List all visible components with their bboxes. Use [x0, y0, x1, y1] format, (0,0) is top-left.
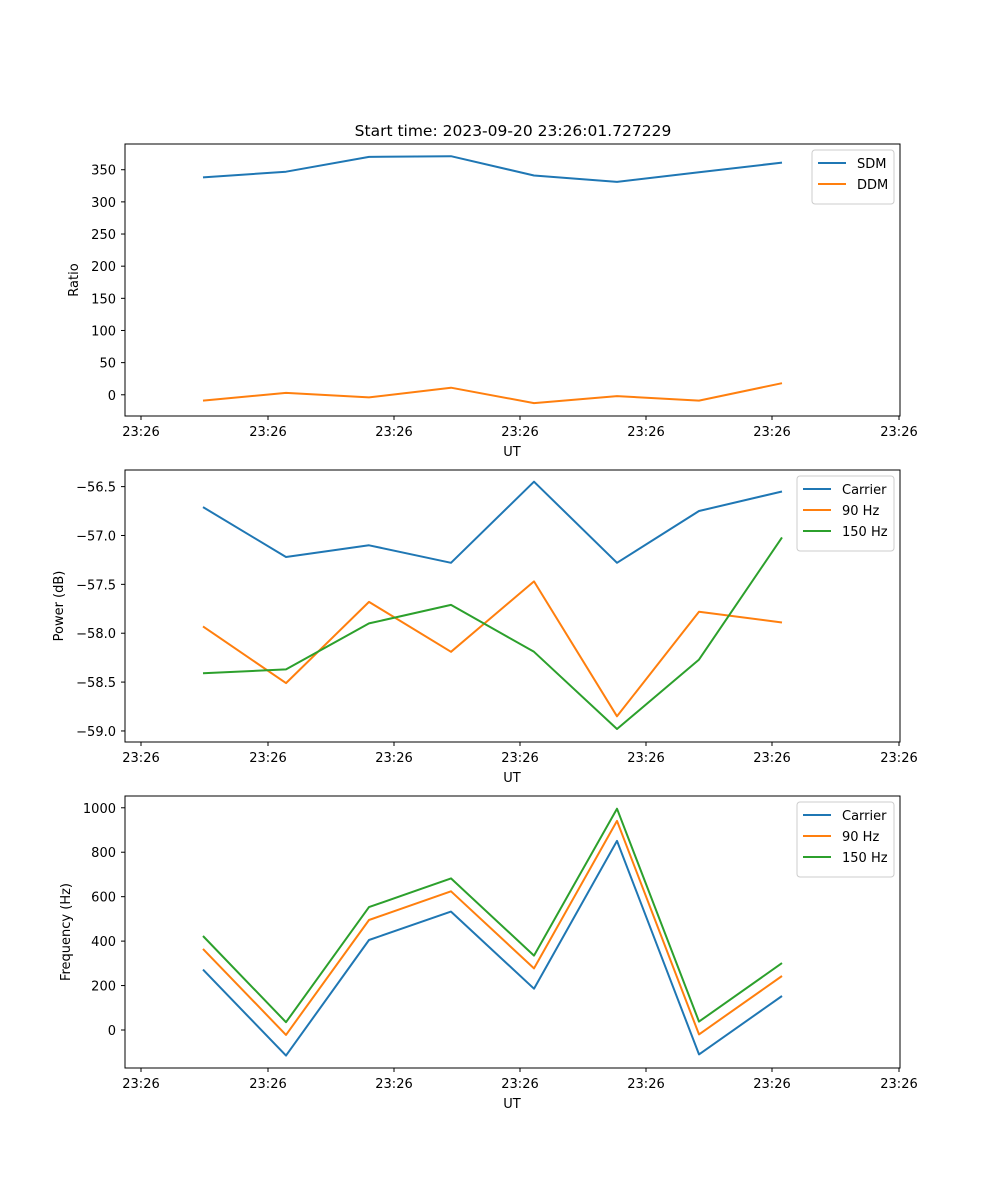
x-tick-label: 23:26 [501, 425, 538, 440]
y-tick-label: 0 [108, 389, 116, 404]
x-tick-label: 23:26 [753, 1077, 790, 1092]
y-axis-label: Ratio [67, 263, 82, 296]
y-tick-label: 250 [91, 228, 116, 243]
x-axis-label: UT [503, 771, 521, 786]
y-tick-label: 100 [91, 324, 116, 339]
series-line-ddm [202, 382, 783, 405]
x-tick-label: 23:26 [375, 751, 412, 766]
x-tick-label: 23:26 [627, 425, 664, 440]
y-tick-label: 300 [91, 196, 116, 211]
panel-2: −59.0 −58.5 −58.0 −57.5 −57.0 −56.5 23:26 23:26… [52, 469, 918, 786]
y-tick-label: 0 [108, 1024, 116, 1039]
x-tick-label: 23:26 [375, 1077, 412, 1092]
panel-1: 0 50 100 150 200 250 300 350 23:26 23:26 23:26 23:2… [67, 143, 918, 460]
x-axis-label: UT [503, 445, 521, 460]
legend-label: Carrier [842, 483, 887, 498]
x-tick-label: 23:26 [880, 751, 917, 766]
panel-3: 0 200 400 600 800 1000 23:26 23:26 23:26 23:26 23:… [59, 795, 918, 1112]
y-tick-label: −57.0 [76, 529, 116, 544]
series-line-carrier [202, 839, 783, 1057]
y-tick-label: 50 [99, 357, 116, 372]
y-tick-label: 350 [91, 164, 116, 179]
panels: 0 50 100 150 200 250 300 350 23:26 23:26 23:26 23:2… [52, 143, 918, 1112]
legend: Carrier 90 Hz 150 Hz [796, 475, 895, 552]
legend: Carrier 90 Hz 150 Hz [796, 801, 895, 878]
x-tick-label: 23:26 [375, 425, 412, 440]
legend: SDM DDM [811, 149, 895, 205]
x-tick-label: 23:26 [627, 751, 664, 766]
x-tick-label: 23:26 [627, 1077, 664, 1092]
series-line-90-hz [202, 580, 783, 718]
y-tick-label: −56.5 [76, 481, 116, 496]
x-tick-label: 23:26 [753, 425, 790, 440]
figure-title: Start time: 2023-09-20 23:26:01.727229 [355, 122, 672, 140]
legend-label: SDM [857, 157, 886, 172]
legend-label: Carrier [842, 809, 887, 824]
x-tick-label: 23:26 [249, 1077, 286, 1092]
y-tick-label: 600 [91, 891, 116, 906]
y-tick-label: 800 [91, 846, 116, 861]
x-axis-label: UT [503, 1097, 521, 1112]
y-tick-label: 400 [91, 935, 116, 950]
axes-frame [124, 469, 901, 743]
y-tick-label: 1000 [83, 802, 116, 817]
x-tick-label: 23:26 [122, 425, 159, 440]
legend-label: 90 Hz [842, 504, 879, 519]
y-tick-label: −58.5 [76, 676, 116, 691]
y-tick-label: 150 [91, 292, 116, 307]
legend-frame [796, 475, 895, 552]
x-tick-label: 23:26 [753, 751, 790, 766]
y-axis-label: Frequency (Hz) [59, 883, 74, 981]
y-tick-label: 200 [91, 260, 116, 275]
x-tick-label: 23:26 [122, 1077, 159, 1092]
y-axis-label: Power (dB) [52, 571, 67, 642]
series-line-150-hz [202, 807, 783, 1024]
x-tick-label: 23:26 [249, 425, 286, 440]
legend-label: 150 Hz [842, 851, 888, 866]
y-tick-label: −58.0 [76, 627, 116, 642]
legend-label: DDM [857, 178, 888, 193]
series-line-carrier [202, 480, 783, 564]
series-line-150-hz [202, 536, 783, 730]
legend-label: 90 Hz [842, 830, 879, 845]
x-tick-label: 23:26 [880, 1077, 917, 1092]
x-tick-label: 23:26 [501, 1077, 538, 1092]
y-tick-label: −57.5 [76, 578, 116, 593]
axes-frame [124, 143, 901, 417]
x-tick-label: 23:26 [880, 425, 917, 440]
legend-label: 150 Hz [842, 525, 888, 540]
y-tick-label: 200 [91, 980, 116, 995]
legend-frame [796, 801, 895, 878]
x-tick-label: 23:26 [249, 751, 286, 766]
y-tick-label: −59.0 [76, 725, 116, 740]
x-tick-label: 23:26 [122, 751, 159, 766]
x-tick-label: 23:26 [501, 751, 538, 766]
axes-frame [124, 795, 901, 1069]
series-line-sdm [202, 155, 783, 183]
series-line-90-hz [202, 819, 783, 1036]
